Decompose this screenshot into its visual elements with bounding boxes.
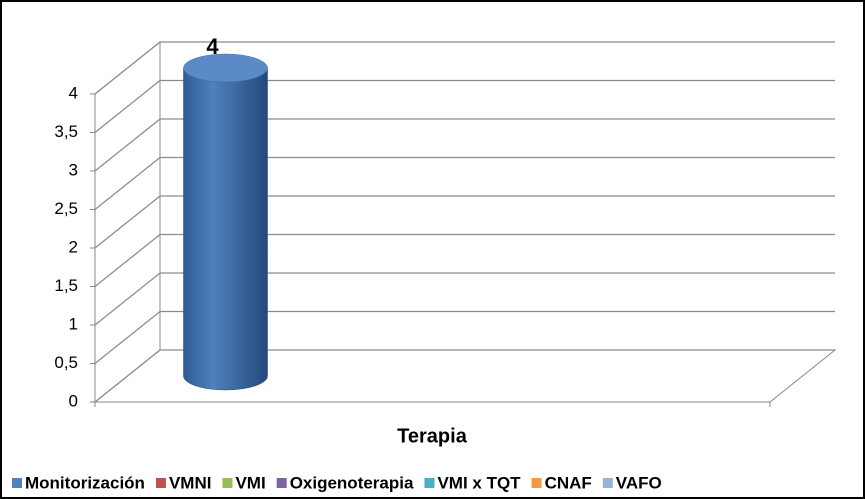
grid-line (94, 349, 835, 403)
grid-line (94, 272, 835, 326)
legend-swatch (276, 478, 287, 488)
legend-label: Oxigenoterapia (290, 473, 414, 492)
x-axis-label: Terapia (397, 425, 468, 447)
legend-swatch (222, 478, 233, 488)
grid-line (94, 156, 835, 211)
legend-swatch (531, 478, 542, 488)
y-tick-label: 0,5 (54, 353, 78, 372)
y-tick-label: 2 (69, 237, 78, 256)
legend-label: VMI (235, 473, 265, 492)
grid-line (94, 195, 835, 249)
legend-label: VMNI (169, 473, 212, 492)
data-label: 4 (206, 34, 219, 59)
legend-label: Monitorización (25, 473, 145, 492)
grid-line (94, 118, 835, 172)
y-tick-label: 0 (69, 391, 78, 410)
grid-line (94, 233, 835, 288)
legend-swatch (602, 478, 613, 488)
legend-label: VAFO (616, 473, 662, 492)
bar-top (183, 53, 268, 83)
y-tick-label: 3,5 (54, 122, 78, 141)
grid-line (94, 79, 835, 134)
y-tick-label: 4 (69, 83, 78, 102)
legend-swatch (424, 478, 435, 488)
y-tick-label: 1 (69, 314, 78, 333)
y-tick-label: 1,5 (54, 276, 78, 295)
bar (183, 67, 268, 391)
legend-swatch (155, 478, 166, 488)
grid-line (94, 41, 835, 95)
legend-swatch (12, 478, 22, 488)
y-tick-label: 2,5 (54, 199, 78, 218)
grid-line (94, 310, 835, 365)
legend-label: CNAF (545, 473, 592, 492)
legend-label: VMI x TQT (437, 473, 521, 492)
y-tick-label: 3 (69, 160, 78, 179)
